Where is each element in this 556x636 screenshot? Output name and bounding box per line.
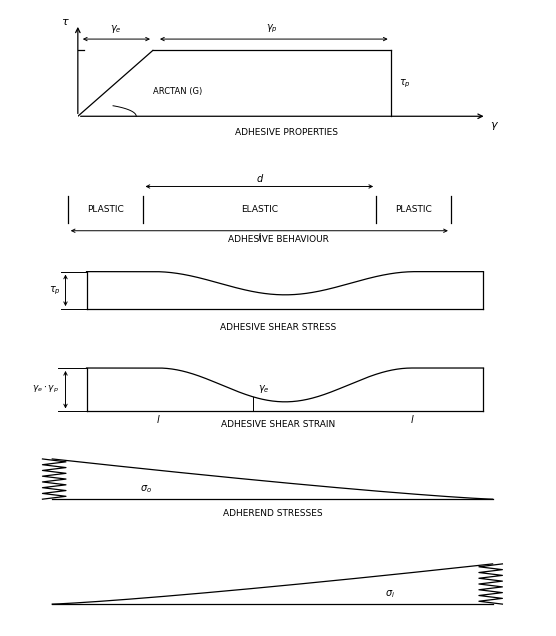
Text: $\gamma_e$: $\gamma_e$ bbox=[110, 24, 121, 36]
Text: l: l bbox=[157, 415, 160, 425]
Text: ELASTIC: ELASTIC bbox=[241, 205, 278, 214]
Text: $\sigma_o$: $\sigma_o$ bbox=[140, 483, 152, 495]
Text: ADHESIVE SHEAR STRESS: ADHESIVE SHEAR STRESS bbox=[220, 322, 336, 331]
Text: l: l bbox=[411, 415, 414, 425]
Text: $\gamma_e \cdot \gamma_p$: $\gamma_e \cdot \gamma_p$ bbox=[32, 384, 58, 395]
Text: $\tau_p$: $\tau_p$ bbox=[399, 77, 411, 90]
Text: $\tau$: $\tau$ bbox=[61, 17, 70, 27]
Text: ADHEREND STRESSES: ADHEREND STRESSES bbox=[222, 509, 322, 518]
Text: d: d bbox=[256, 174, 262, 184]
Text: ADHESIVE PROPERTIES: ADHESIVE PROPERTIES bbox=[235, 128, 338, 137]
Text: l: l bbox=[258, 233, 261, 243]
Text: $\gamma_p$: $\gamma_p$ bbox=[266, 23, 277, 36]
Text: PLASTIC: PLASTIC bbox=[87, 205, 123, 214]
Text: ADHESIVE BEHAVIOUR: ADHESIVE BEHAVIOUR bbox=[227, 235, 329, 244]
Text: ARCTAN (G): ARCTAN (G) bbox=[153, 86, 202, 95]
Text: $\gamma$: $\gamma$ bbox=[490, 120, 499, 132]
Text: $\tau_p$: $\tau_p$ bbox=[49, 284, 61, 296]
Text: ADHESIVE SHEAR STRAIN: ADHESIVE SHEAR STRAIN bbox=[221, 420, 335, 429]
Text: $\gamma_e$: $\gamma_e$ bbox=[258, 383, 270, 395]
Text: PLASTIC: PLASTIC bbox=[395, 205, 432, 214]
Text: $\sigma_i$: $\sigma_i$ bbox=[385, 588, 395, 600]
